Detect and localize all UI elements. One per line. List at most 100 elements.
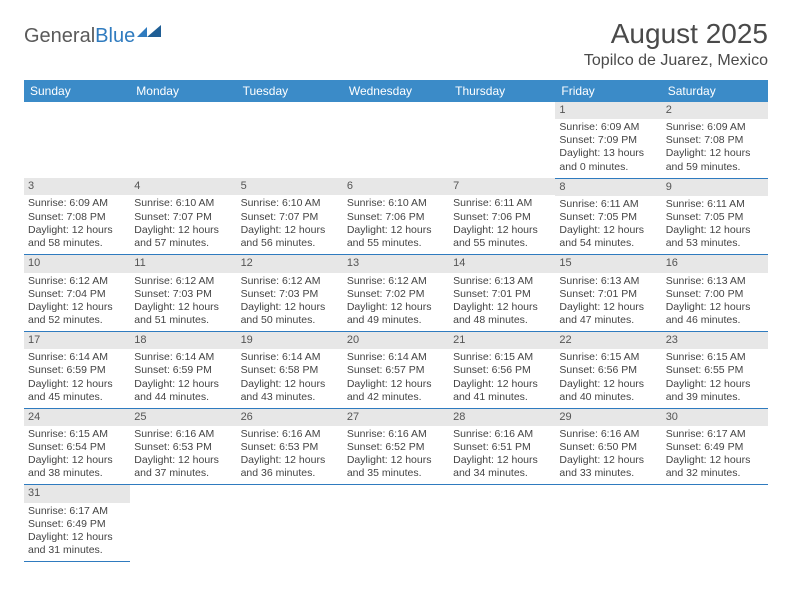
day-info: Sunrise: 6:14 AMSunset: 6:58 PMDaylight:…	[237, 349, 343, 408]
day-cell: 13Sunrise: 6:12 AMSunset: 7:02 PMDayligh…	[343, 255, 449, 332]
day-number: 13	[343, 255, 449, 272]
daylight-text: Daylight: 12 hours and 32 minutes.	[666, 454, 764, 480]
day-cell: 2Sunrise: 6:09 AMSunset: 7:08 PMDaylight…	[662, 102, 768, 178]
daylight-text: Daylight: 12 hours and 35 minutes.	[347, 454, 445, 480]
day-number-empty	[555, 485, 661, 502]
day-info: Sunrise: 6:10 AMSunset: 7:07 PMDaylight:…	[237, 195, 343, 254]
sunset-text: Sunset: 7:03 PM	[134, 288, 232, 301]
day-header: Sunday	[24, 80, 130, 102]
day-number-empty	[130, 485, 236, 502]
sunset-text: Sunset: 7:09 PM	[559, 134, 657, 147]
sunset-text: Sunset: 6:50 PM	[559, 441, 657, 454]
day-cell	[449, 102, 555, 178]
sunrise-text: Sunrise: 6:11 AM	[453, 197, 551, 210]
day-cell: 27Sunrise: 6:16 AMSunset: 6:52 PMDayligh…	[343, 408, 449, 485]
sunset-text: Sunset: 6:49 PM	[28, 518, 126, 531]
daylight-text: Daylight: 12 hours and 55 minutes.	[347, 224, 445, 250]
day-number-empty	[130, 102, 236, 119]
sunrise-text: Sunrise: 6:10 AM	[347, 197, 445, 210]
sunrise-text: Sunrise: 6:14 AM	[28, 351, 126, 364]
sunset-text: Sunset: 7:03 PM	[241, 288, 339, 301]
day-header: Thursday	[449, 80, 555, 102]
day-info: Sunrise: 6:10 AMSunset: 7:07 PMDaylight:…	[130, 195, 236, 254]
sunrise-text: Sunrise: 6:10 AM	[241, 197, 339, 210]
daylight-text: Daylight: 12 hours and 42 minutes.	[347, 378, 445, 404]
day-cell: 20Sunrise: 6:14 AMSunset: 6:57 PMDayligh…	[343, 332, 449, 409]
day-info: Sunrise: 6:14 AMSunset: 6:59 PMDaylight:…	[24, 349, 130, 408]
sunrise-text: Sunrise: 6:11 AM	[666, 198, 764, 211]
sunrise-text: Sunrise: 6:16 AM	[559, 428, 657, 441]
day-info: Sunrise: 6:16 AMSunset: 6:51 PMDaylight:…	[449, 426, 555, 485]
day-number: 7	[449, 178, 555, 195]
day-number: 22	[555, 332, 661, 349]
day-info: Sunrise: 6:12 AMSunset: 7:03 PMDaylight:…	[130, 273, 236, 332]
daylight-text: Daylight: 12 hours and 31 minutes.	[28, 531, 126, 557]
day-number: 12	[237, 255, 343, 272]
sunset-text: Sunset: 7:06 PM	[453, 211, 551, 224]
sunrise-text: Sunrise: 6:12 AM	[28, 275, 126, 288]
sunrise-text: Sunrise: 6:13 AM	[453, 275, 551, 288]
day-info: Sunrise: 6:11 AMSunset: 7:05 PMDaylight:…	[662, 196, 768, 255]
day-info: Sunrise: 6:09 AMSunset: 7:08 PMDaylight:…	[662, 119, 768, 178]
day-info: Sunrise: 6:09 AMSunset: 7:09 PMDaylight:…	[555, 119, 661, 178]
day-number: 4	[130, 178, 236, 195]
sunrise-text: Sunrise: 6:09 AM	[666, 121, 764, 134]
day-number: 16	[662, 255, 768, 272]
day-info: Sunrise: 6:15 AMSunset: 6:56 PMDaylight:…	[449, 349, 555, 408]
sunrise-text: Sunrise: 6:12 AM	[241, 275, 339, 288]
day-info: Sunrise: 6:17 AMSunset: 6:49 PMDaylight:…	[24, 503, 130, 562]
day-number: 5	[237, 178, 343, 195]
day-info: Sunrise: 6:11 AMSunset: 7:06 PMDaylight:…	[449, 195, 555, 254]
daylight-text: Daylight: 12 hours and 34 minutes.	[453, 454, 551, 480]
sunset-text: Sunset: 6:58 PM	[241, 364, 339, 377]
day-number: 30	[662, 409, 768, 426]
sunset-text: Sunset: 7:07 PM	[241, 211, 339, 224]
sunrise-text: Sunrise: 6:14 AM	[347, 351, 445, 364]
day-number-empty	[449, 102, 555, 119]
daylight-text: Daylight: 12 hours and 49 minutes.	[347, 301, 445, 327]
day-cell: 29Sunrise: 6:16 AMSunset: 6:50 PMDayligh…	[555, 408, 661, 485]
day-cell: 31Sunrise: 6:17 AMSunset: 6:49 PMDayligh…	[24, 485, 130, 562]
day-number-empty	[343, 485, 449, 502]
day-info: Sunrise: 6:12 AMSunset: 7:04 PMDaylight:…	[24, 273, 130, 332]
day-header: Tuesday	[237, 80, 343, 102]
day-cell: 1Sunrise: 6:09 AMSunset: 7:09 PMDaylight…	[555, 102, 661, 178]
day-number: 8	[555, 179, 661, 196]
day-number: 28	[449, 409, 555, 426]
daylight-text: Daylight: 12 hours and 48 minutes.	[453, 301, 551, 327]
day-cell	[555, 485, 661, 562]
day-number: 19	[237, 332, 343, 349]
day-number: 17	[24, 332, 130, 349]
daylight-text: Daylight: 12 hours and 39 minutes.	[666, 378, 764, 404]
daylight-text: Daylight: 12 hours and 37 minutes.	[134, 454, 232, 480]
day-cell: 15Sunrise: 6:13 AMSunset: 7:01 PMDayligh…	[555, 255, 661, 332]
sunrise-text: Sunrise: 6:16 AM	[134, 428, 232, 441]
sunset-text: Sunset: 6:51 PM	[453, 441, 551, 454]
sunset-text: Sunset: 6:56 PM	[559, 364, 657, 377]
day-cell	[343, 102, 449, 178]
month-title: August 2025	[584, 18, 768, 50]
title-block: August 2025 Topilco de Juarez, Mexico	[584, 18, 768, 70]
sunset-text: Sunset: 6:53 PM	[134, 441, 232, 454]
day-info: Sunrise: 6:15 AMSunset: 6:54 PMDaylight:…	[24, 426, 130, 485]
sunrise-text: Sunrise: 6:12 AM	[134, 275, 232, 288]
day-number: 2	[662, 102, 768, 119]
sunset-text: Sunset: 6:59 PM	[28, 364, 126, 377]
day-cell	[237, 102, 343, 178]
day-cell: 28Sunrise: 6:16 AMSunset: 6:51 PMDayligh…	[449, 408, 555, 485]
daylight-text: Daylight: 12 hours and 46 minutes.	[666, 301, 764, 327]
day-number: 6	[343, 178, 449, 195]
flag-icon	[137, 24, 163, 47]
day-cell: 17Sunrise: 6:14 AMSunset: 6:59 PMDayligh…	[24, 332, 130, 409]
day-header-row: SundayMondayTuesdayWednesdayThursdayFrid…	[24, 80, 768, 102]
sunset-text: Sunset: 6:55 PM	[666, 364, 764, 377]
week-row: 1Sunrise: 6:09 AMSunset: 7:09 PMDaylight…	[24, 102, 768, 178]
sunrise-text: Sunrise: 6:13 AM	[559, 275, 657, 288]
day-cell: 22Sunrise: 6:15 AMSunset: 6:56 PMDayligh…	[555, 332, 661, 409]
sunset-text: Sunset: 6:49 PM	[666, 441, 764, 454]
sunrise-text: Sunrise: 6:14 AM	[241, 351, 339, 364]
sunset-text: Sunset: 6:54 PM	[28, 441, 126, 454]
sunset-text: Sunset: 6:53 PM	[241, 441, 339, 454]
sunset-text: Sunset: 7:08 PM	[666, 134, 764, 147]
day-header: Saturday	[662, 80, 768, 102]
